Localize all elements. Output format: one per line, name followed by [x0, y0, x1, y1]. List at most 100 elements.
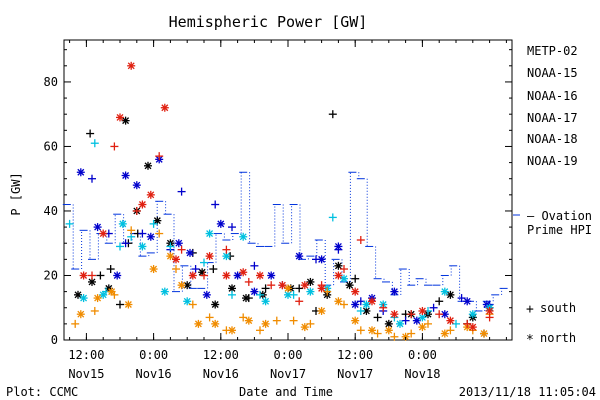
south-marker	[373, 313, 382, 322]
south-marker	[172, 265, 180, 274]
north-marker	[202, 290, 211, 299]
south-marker	[90, 139, 99, 148]
north-marker	[177, 281, 186, 290]
south-marker-label: south	[540, 301, 576, 315]
satellite-markers	[65, 61, 494, 341]
north-marker	[334, 297, 343, 306]
north-marker	[79, 294, 88, 303]
south-marker	[250, 261, 259, 270]
south-marker	[272, 316, 281, 325]
north-marker	[334, 242, 343, 251]
south-marker	[295, 284, 304, 293]
north-marker	[418, 313, 427, 322]
south-marker	[222, 245, 231, 254]
south-marker	[435, 310, 444, 319]
north-marker	[480, 329, 488, 338]
y-tick-label: 0	[51, 333, 58, 347]
north-marker	[345, 281, 354, 290]
south-marker	[435, 297, 444, 306]
south-marker	[116, 300, 124, 309]
south-marker	[110, 142, 119, 151]
north-marker	[306, 277, 315, 286]
south-marker	[191, 265, 200, 274]
south-marker	[88, 271, 96, 280]
south-marker	[209, 265, 218, 274]
south-marker	[256, 326, 264, 335]
north-marker	[396, 319, 404, 328]
south-marker	[463, 319, 472, 328]
north-marker	[174, 239, 183, 248]
north-marker	[300, 323, 309, 332]
north-marker	[228, 284, 236, 293]
north-marker	[446, 316, 455, 325]
north-marker	[99, 229, 108, 238]
north-marker	[418, 306, 427, 315]
north-marker	[153, 216, 162, 225]
south-marker	[457, 294, 466, 303]
south-marker	[446, 326, 455, 335]
north-marker	[138, 242, 147, 251]
south-marker	[429, 303, 438, 312]
x-tick-label: 0:00	[274, 348, 303, 362]
x-tick-label: 0:00	[408, 348, 437, 362]
north-marker	[144, 161, 152, 170]
north-marker	[267, 271, 276, 280]
y-tick-label: 20	[44, 268, 58, 282]
north-marker	[468, 323, 477, 332]
footer-timestamp: 2013/11/18 11:05:04	[459, 385, 596, 399]
north-marker	[340, 274, 348, 283]
north-marker	[205, 252, 214, 261]
north-marker	[205, 229, 214, 238]
south-marker	[289, 316, 298, 325]
south-marker	[424, 319, 432, 328]
south-marker	[177, 187, 186, 196]
south-marker	[340, 300, 348, 309]
north-marker	[463, 297, 472, 306]
north-marker	[79, 271, 88, 280]
south-marker	[328, 213, 337, 222]
south-marker	[401, 316, 410, 325]
north-marker	[284, 290, 292, 299]
south-marker	[188, 300, 197, 309]
south-marker	[356, 236, 365, 244]
x-tick-label: 0:00	[139, 348, 168, 362]
south-marker	[127, 226, 136, 235]
south-marker	[261, 284, 270, 293]
north-marker	[124, 300, 133, 309]
north-marker	[351, 287, 360, 296]
south-marker	[177, 245, 186, 254]
x-tick-date: Nov16	[136, 367, 172, 381]
south-marker	[256, 290, 264, 299]
north-marker	[242, 294, 250, 303]
ovation-legend-line2: Prime HPI	[527, 223, 592, 237]
x-axis-ticks: 12:00 Nov15 0:00 Nov16 12:00 Nov16 0:00 Nov17 12…	[68, 40, 507, 381]
north-marker	[351, 316, 360, 325]
north-marker	[186, 248, 194, 257]
north-marker	[278, 281, 287, 290]
north-marker	[183, 297, 192, 306]
south-marker	[116, 242, 124, 251]
north-marker	[261, 319, 270, 328]
north-marker	[368, 326, 376, 335]
south-marker	[205, 313, 214, 322]
south-marker	[106, 265, 115, 274]
x-tick-date: Nov18	[404, 367, 440, 381]
north-marker	[244, 316, 253, 325]
south-marker	[267, 281, 276, 290]
south-marker	[356, 297, 365, 306]
north-marker	[317, 284, 326, 293]
south-marker	[373, 329, 382, 338]
north-marker	[239, 232, 248, 241]
ovation-hpi-series	[62, 171, 508, 312]
north-marker	[216, 219, 225, 228]
north-marker	[233, 271, 242, 280]
north-marker	[93, 223, 102, 232]
south-marker	[211, 200, 220, 209]
north-marker	[194, 319, 203, 328]
south-marker	[88, 174, 96, 183]
north-marker	[211, 300, 220, 309]
south-marker	[323, 287, 332, 296]
y-tick-label: 40	[44, 204, 58, 218]
north-marker	[222, 271, 231, 280]
